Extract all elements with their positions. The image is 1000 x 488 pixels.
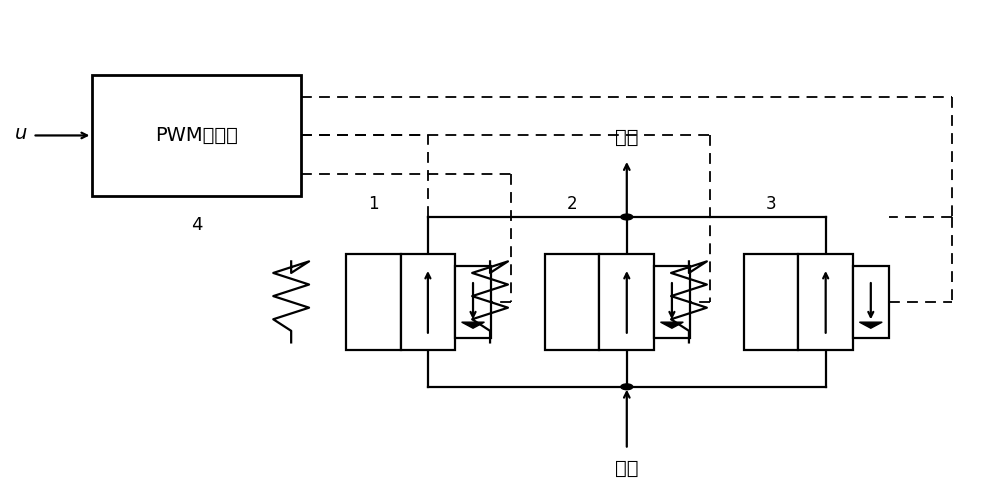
Text: 3: 3 (766, 195, 776, 213)
Bar (853, 265, 889, 338)
Circle shape (621, 214, 633, 220)
Polygon shape (859, 322, 882, 328)
Bar (346, 254, 401, 350)
Text: 负载: 负载 (615, 128, 639, 147)
Text: 2: 2 (567, 195, 577, 213)
Bar (401, 254, 455, 350)
Text: PWM控制器: PWM控制器 (155, 126, 238, 145)
Text: 4: 4 (191, 216, 202, 234)
Polygon shape (661, 322, 683, 328)
Bar (455, 265, 491, 338)
Text: 1: 1 (368, 195, 379, 213)
Bar (92, 75, 301, 196)
Bar (744, 254, 798, 350)
Text: $u$: $u$ (14, 123, 27, 142)
Text: 供油: 供油 (615, 459, 639, 478)
Circle shape (621, 384, 633, 390)
Bar (599, 254, 654, 350)
Polygon shape (462, 322, 484, 328)
Bar (654, 265, 690, 338)
Bar (798, 254, 853, 350)
Bar (545, 254, 599, 350)
